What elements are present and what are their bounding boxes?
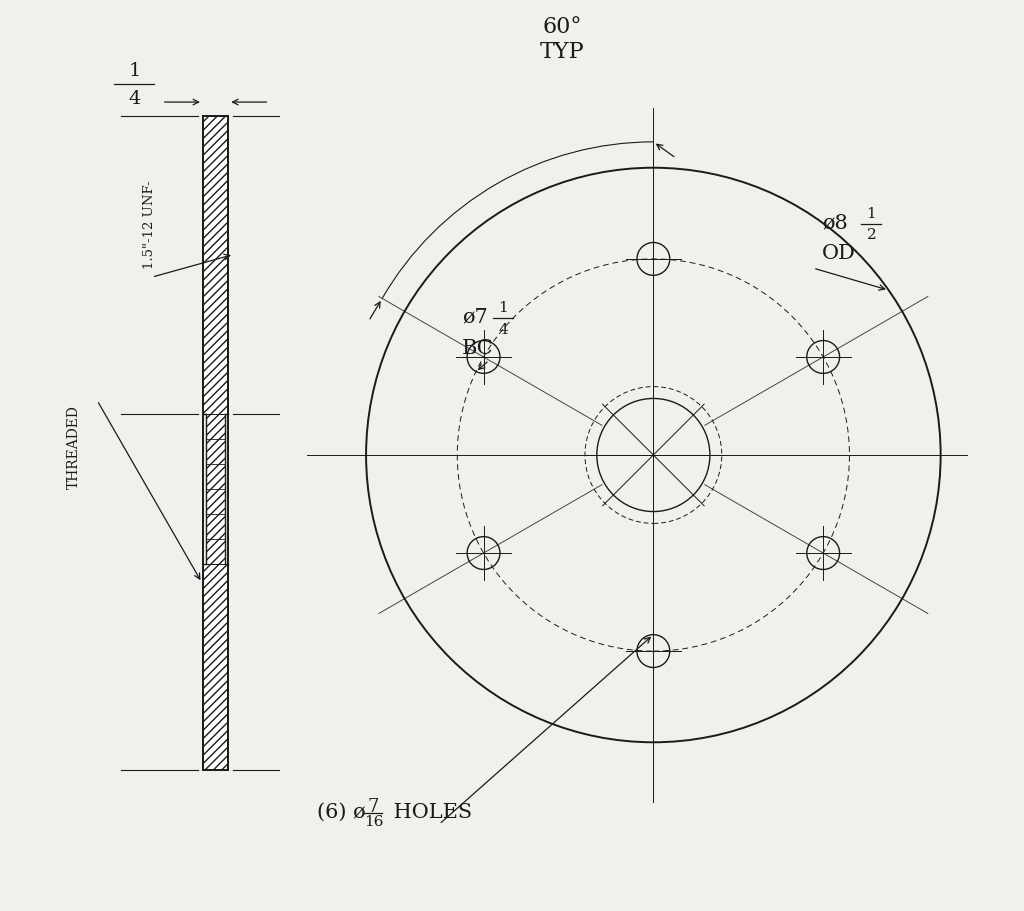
Text: 7: 7 <box>368 797 379 815</box>
Text: BC: BC <box>462 339 494 358</box>
Text: 1: 1 <box>866 207 877 220</box>
Text: 4: 4 <box>498 323 508 337</box>
Text: TYP: TYP <box>540 41 585 63</box>
Text: 1: 1 <box>128 62 140 80</box>
Text: THREADED: THREADED <box>68 404 81 488</box>
Text: (6) ø: (6) ø <box>317 802 367 821</box>
Text: 60°: 60° <box>543 16 582 38</box>
Text: 16: 16 <box>364 814 383 828</box>
Text: 2: 2 <box>866 228 877 241</box>
Text: ø8: ø8 <box>822 213 848 232</box>
Text: 1: 1 <box>498 301 508 314</box>
Text: OD: OD <box>822 243 856 262</box>
Text: ø7: ø7 <box>462 307 487 326</box>
Text: HOLES: HOLES <box>387 802 472 821</box>
Bar <box>207 415 224 565</box>
Text: 1.5"-12 UNF-: 1.5"-12 UNF- <box>142 180 156 269</box>
Bar <box>203 565 228 770</box>
Bar <box>203 117 228 415</box>
Text: 4: 4 <box>128 89 140 107</box>
